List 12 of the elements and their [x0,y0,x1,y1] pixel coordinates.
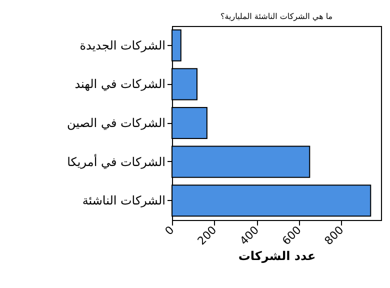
x-tick-label: 800 [322,224,346,248]
y-tick-label: الشركات الناشئة [82,194,166,208]
y-tick-label: الشركات الجديدة [80,38,166,52]
x-tick-label: 400 [237,224,262,248]
y-tick-label: الشركات في الصين [66,116,166,130]
x-axis-title: عدد الشركات [238,248,316,263]
x-tick-label: 200 [195,224,220,248]
x-tick-label: 0 [162,224,177,238]
y-tick-label: الشركات في الهند [74,77,166,92]
y-tick-label: الشركات في أمريكا [67,154,166,169]
x-tick-label: 600 [280,224,304,248]
chart-title: ما هي الشركات الناشئة المليارية؟ [220,12,333,21]
